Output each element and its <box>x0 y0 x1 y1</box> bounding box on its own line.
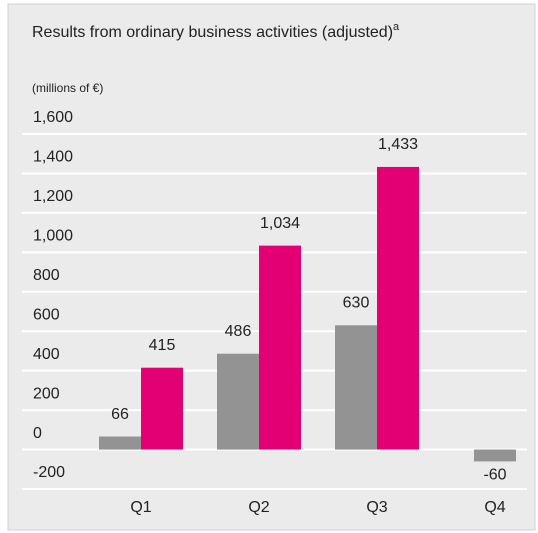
y-tick-label: 400 <box>33 346 60 363</box>
x-tick-label: Q3 <box>366 499 387 516</box>
title-text: Results from ordinary business activitie… <box>32 24 393 41</box>
y-tick-label: 1,000 <box>33 228 73 245</box>
value-label: 415 <box>149 337 176 354</box>
chart-subtitle: (millions of €) <box>32 81 103 95</box>
x-tick-label: Q1 <box>130 499 151 516</box>
y-tick-label: 600 <box>33 306 60 323</box>
chart-title: Results from ordinary business activitie… <box>32 21 400 41</box>
value-label: 1,034 <box>260 215 300 232</box>
bar <box>141 367 183 450</box>
title-superscript: a <box>393 21 400 33</box>
value-label: 486 <box>225 323 252 340</box>
bar <box>99 436 141 450</box>
bar <box>259 245 301 450</box>
y-tick-label: 200 <box>33 385 60 402</box>
x-tick-label: Q2 <box>248 499 269 516</box>
value-label: 630 <box>343 295 370 312</box>
y-tick-label: 1,200 <box>33 188 73 205</box>
bar <box>377 166 419 450</box>
y-tick-label: 0 <box>33 425 42 442</box>
y-tick-label: 1,600 <box>33 109 73 126</box>
value-label: 66 <box>111 406 129 423</box>
value-label: 1,433 <box>378 136 418 153</box>
bar <box>335 325 377 450</box>
value-label: -60 <box>483 467 506 484</box>
y-tick-label: -200 <box>33 464 65 481</box>
y-tick-label: 1,400 <box>33 149 73 166</box>
bar <box>474 449 516 462</box>
y-tick-label: 800 <box>33 267 60 284</box>
x-tick-label: Q4 <box>484 499 505 516</box>
bar <box>217 353 259 450</box>
